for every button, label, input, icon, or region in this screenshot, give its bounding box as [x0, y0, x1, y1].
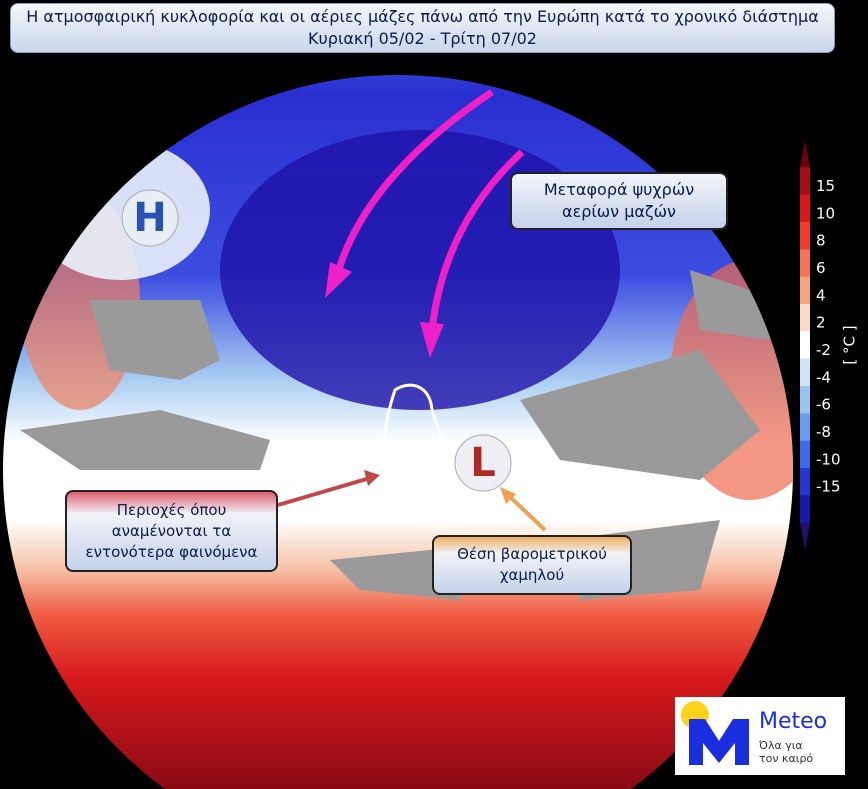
colorbar-tick-label: -15 — [816, 478, 841, 496]
colorbar-segment — [800, 440, 810, 469]
high-label: H — [133, 195, 166, 241]
affected-area — [383, 383, 458, 498]
high-marker — [121, 189, 179, 247]
colorbar-segment — [800, 167, 810, 196]
light-area — [30, 140, 210, 280]
annotation: Θέση βαρομετρικού χαμηλού — [457, 545, 607, 584]
arrow-head — [325, 262, 352, 298]
colorbar-tick-label: -6 — [816, 396, 831, 414]
logo-mark — [681, 701, 749, 765]
colorbar-segment — [800, 358, 810, 387]
colorbar-tick-label: 6 — [816, 259, 826, 277]
colorbar-segment — [800, 386, 810, 414]
logo-name: Meteo — [759, 709, 828, 734]
colorbar-tick-label: -10 — [816, 450, 841, 468]
colorbar-segment — [800, 276, 810, 305]
arrow — [428, 149, 525, 331]
colorbar-cap — [800, 522, 810, 550]
colorbar-tick-label: 15 — [816, 177, 835, 195]
arrow — [334, 89, 494, 274]
colorbar-segment — [800, 194, 810, 223]
colorbar-tick-label: -8 — [816, 423, 831, 441]
colorbar-cap — [800, 140, 810, 168]
colorbar-unit: [ °C ] — [841, 325, 859, 364]
colorbar: 15 10 8 6 4 2 -2 -4 -6 -8 -10 -15 — [800, 140, 841, 550]
annotation: Περιοχές όπου αναμένονται τα εντονότερα … — [85, 500, 258, 561]
colorbar-segment — [800, 331, 810, 360]
title-box: Η ατμοσφαιρική κυκλοφορία και οι αέριες … — [10, 3, 835, 53]
annotation-box: Περιοχές όπου αναμένονται τα εντονότερα … — [65, 490, 278, 572]
logo: Meteo Όλα για τον καιρό — [675, 697, 845, 775]
colorbar-segment — [800, 304, 810, 332]
annotation: Μεταφορά ψυχρών αερίων μαζών — [543, 180, 695, 221]
colorbar-tick-label: -2 — [816, 341, 831, 359]
pointer — [506, 493, 547, 532]
low-label: L — [470, 440, 496, 486]
pointer-head — [500, 487, 516, 504]
annotation-box: Μεταφορά ψυχρών αερίων μαζών — [510, 172, 728, 230]
colorbar-segment — [800, 249, 810, 278]
colorbar-tick-label: 4 — [816, 286, 826, 304]
colorbar-tick-label: 2 — [816, 314, 826, 332]
colorbar-segment — [800, 222, 810, 250]
pointer-head — [364, 470, 380, 486]
colorbar-tick-label: 8 — [816, 232, 826, 250]
colorbar-tick-label: 10 — [816, 204, 835, 222]
colorbar-segment — [800, 413, 810, 442]
title: Η ατμοσφαιρική κυκλοφορία και οι αέριες … — [26, 7, 819, 48]
annotation-box: Θέση βαρομετρικού χαμηλού — [432, 535, 632, 595]
colorbar-segment — [800, 468, 810, 496]
low-marker — [454, 434, 512, 492]
arrow-head — [420, 322, 444, 358]
colorbar-tick-label: -4 — [816, 368, 831, 386]
colorbar-segment — [800, 495, 810, 524]
pointer — [277, 476, 371, 507]
logo-tagline: Όλα για τον καιρό — [759, 739, 814, 765]
